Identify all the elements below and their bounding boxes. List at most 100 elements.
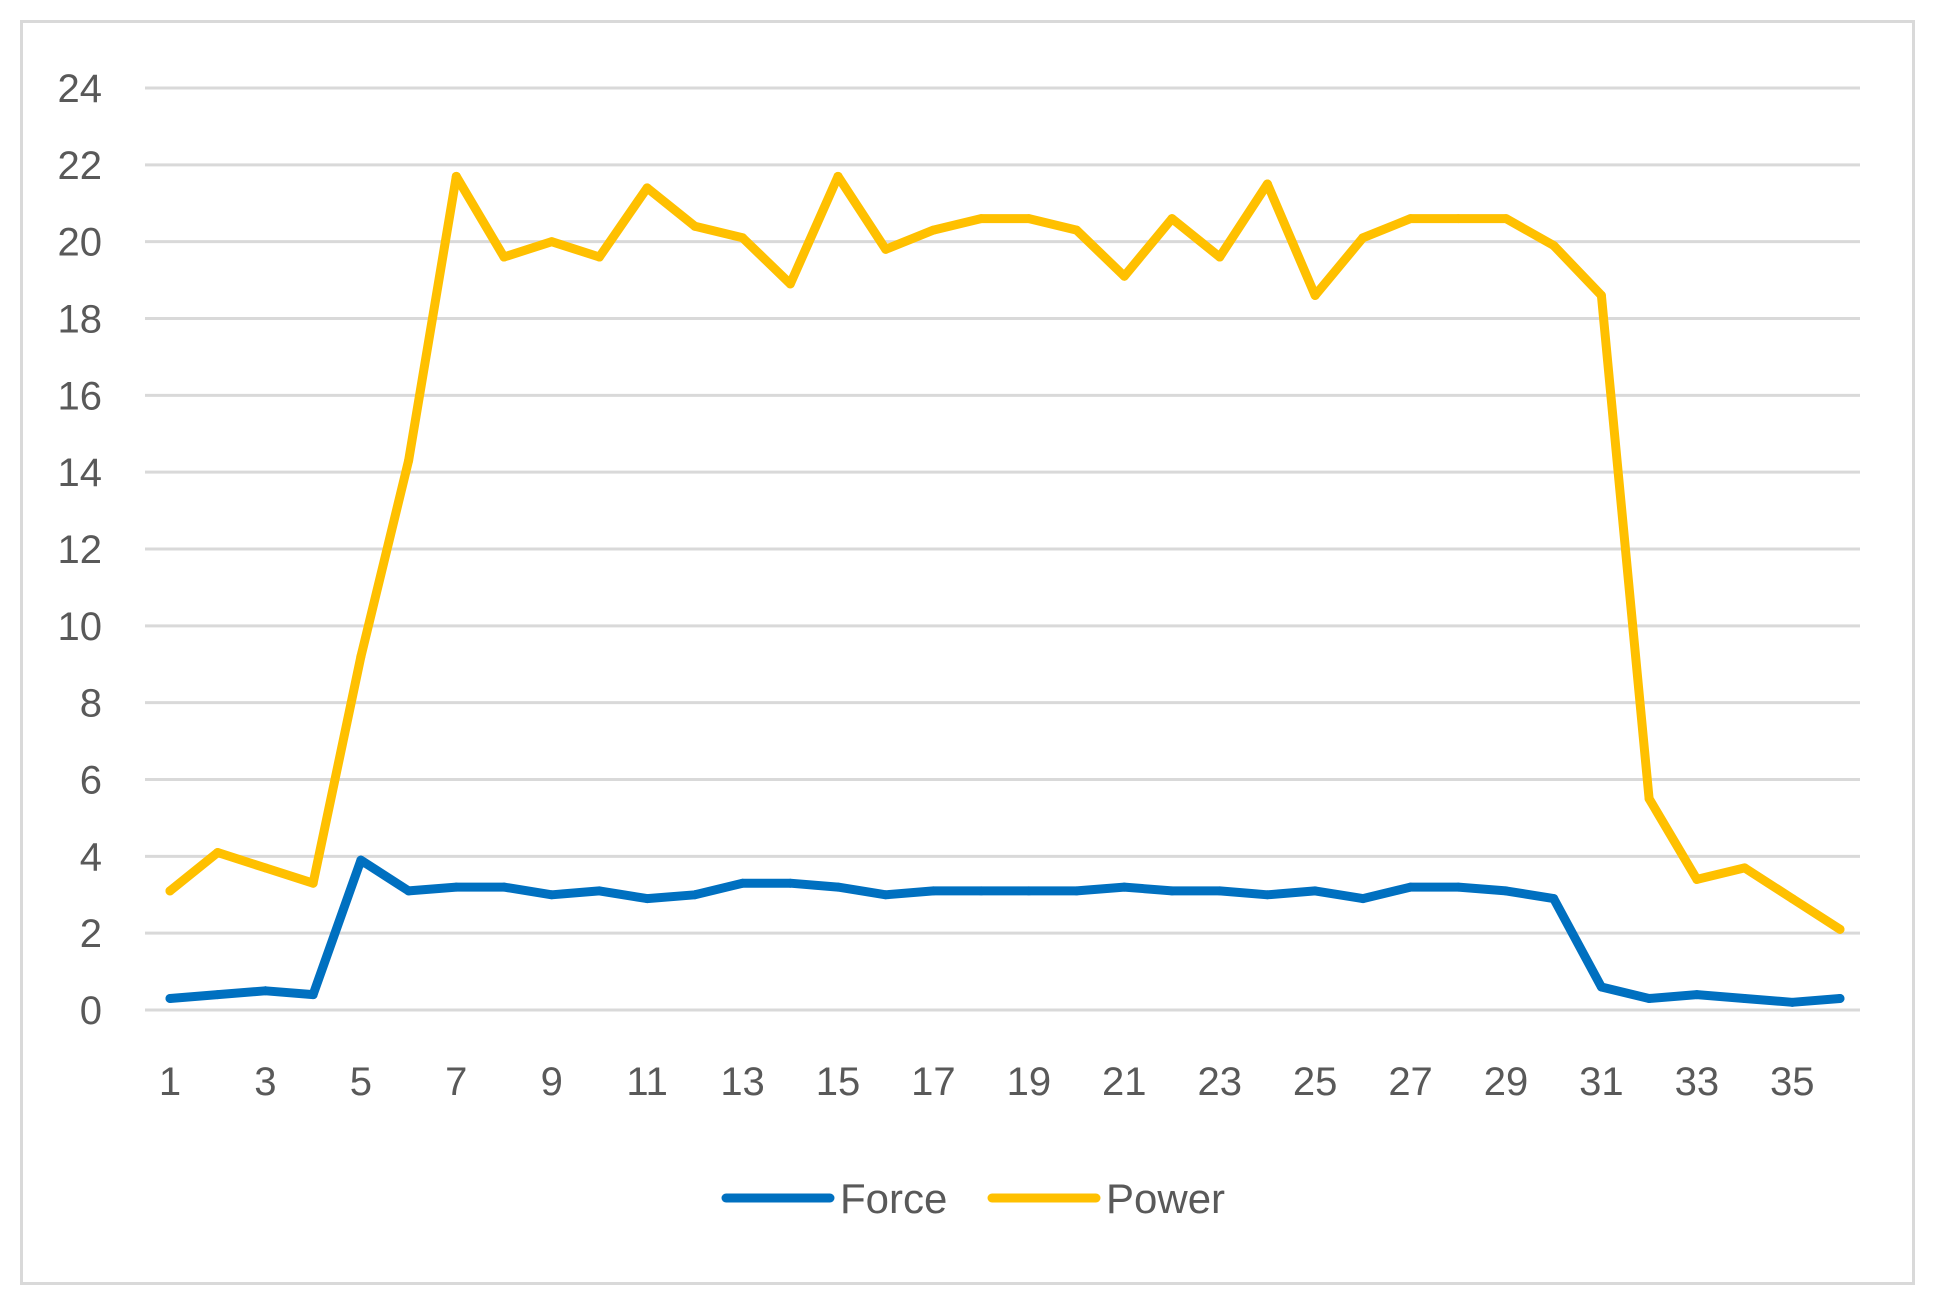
data-point-power [1596, 290, 1606, 300]
data-point-power [690, 221, 700, 231]
data-point-force [833, 882, 843, 892]
x-axis-tick-labels: 1 3 5 7 9 11 13 15 17 19 21 23 25 27 29 31 33 35 [159, 1060, 1815, 1104]
y-tick-label: 6 [80, 759, 102, 803]
y-tick-label: 14 [58, 451, 103, 495]
data-point-force [881, 890, 891, 900]
data-point-power [1358, 233, 1368, 243]
data-point-power [1644, 794, 1654, 804]
y-tick-label: 20 [58, 221, 103, 265]
data-point-power [1453, 214, 1463, 224]
x-tick-label: 9 [541, 1060, 563, 1104]
data-point-power [785, 279, 795, 289]
data-point-force [165, 993, 175, 1003]
x-tick-label: 5 [350, 1060, 372, 1104]
data-point-force [976, 886, 986, 896]
data-point-force [1024, 886, 1034, 896]
data-point-power [213, 847, 223, 857]
data-point-force [1358, 894, 1368, 904]
data-point-force [1310, 886, 1320, 896]
x-tick-label: 29 [1484, 1060, 1529, 1104]
x-tick-label: 11 [626, 1060, 668, 1104]
data-point-power [1787, 894, 1797, 904]
data-point-force [1406, 882, 1416, 892]
y-tick-label: 0 [80, 989, 102, 1033]
y-tick-label: 12 [58, 528, 103, 572]
data-point-force [404, 886, 414, 896]
data-point-force [260, 986, 270, 996]
data-point-power [1835, 924, 1845, 934]
data-point-power [1310, 290, 1320, 300]
x-tick-label: 13 [720, 1060, 765, 1104]
x-tick-label: 19 [1007, 1060, 1052, 1104]
x-tick-label: 21 [1102, 1060, 1147, 1104]
data-point-force [928, 886, 938, 896]
data-point-power [1072, 225, 1082, 235]
data-point-power [1215, 252, 1225, 262]
legend-label-power: Power [1106, 1175, 1225, 1222]
data-point-force [1119, 882, 1129, 892]
data-point-power [881, 244, 891, 254]
data-point-force [356, 855, 366, 865]
data-point-force [1644, 993, 1654, 1003]
data-point-power [404, 456, 414, 466]
data-point-force [785, 878, 795, 888]
data-point-force [690, 890, 700, 900]
y-tick-label: 10 [58, 605, 103, 649]
data-point-force [1692, 990, 1702, 1000]
y-tick-label: 2 [80, 912, 102, 956]
data-point-force [308, 990, 318, 1000]
x-tick-label: 25 [1293, 1060, 1338, 1104]
y-tick-label: 24 [58, 67, 103, 111]
data-point-force [738, 878, 748, 888]
y-tick-label: 4 [80, 835, 102, 879]
data-point-force [594, 886, 604, 896]
data-point-power [499, 252, 509, 262]
data-point-force [1549, 894, 1559, 904]
x-tick-label: 3 [254, 1060, 276, 1104]
data-point-power [1740, 863, 1750, 873]
data-point-power [547, 237, 557, 247]
data-point-power [1692, 874, 1702, 884]
data-point-power [451, 171, 461, 181]
data-point-power [928, 225, 938, 235]
data-point-force [642, 894, 652, 904]
x-tick-label: 35 [1770, 1060, 1815, 1104]
y-tick-label: 8 [80, 682, 102, 726]
chart-frame [20, 20, 1915, 1285]
legend: Force Power [721, 1175, 1225, 1222]
x-tick-label: 27 [1388, 1060, 1433, 1104]
data-point-force [1453, 882, 1463, 892]
data-point-power [594, 252, 604, 262]
data-point-force [1596, 982, 1606, 992]
series-lines [165, 171, 1845, 1007]
data-point-force [1072, 886, 1082, 896]
data-point-power [642, 183, 652, 193]
data-point-force [1740, 993, 1750, 1003]
y-tick-label: 22 [58, 144, 103, 188]
data-point-force [213, 990, 223, 1000]
data-point-power [356, 652, 366, 662]
data-point-force [1262, 890, 1272, 900]
data-point-force [1787, 997, 1797, 1007]
data-point-force [451, 882, 461, 892]
data-point-power [976, 214, 986, 224]
x-tick-label: 1 [159, 1060, 181, 1104]
x-tick-label: 33 [1675, 1060, 1720, 1104]
series-line-power [165, 171, 1845, 934]
data-point-force [1835, 993, 1845, 1003]
data-point-power [738, 233, 748, 243]
data-point-power [1406, 214, 1416, 224]
data-point-power [308, 878, 318, 888]
x-tick-label: 17 [911, 1060, 956, 1104]
data-point-power [1262, 179, 1272, 189]
data-point-force [1501, 886, 1511, 896]
data-point-power [165, 886, 175, 896]
x-tick-label: 15 [816, 1060, 861, 1104]
data-point-power [1549, 241, 1559, 251]
y-tick-label: 16 [58, 374, 103, 418]
data-point-power [1501, 214, 1511, 224]
x-tick-label: 7 [445, 1060, 467, 1104]
y-tick-label: 18 [58, 298, 103, 342]
